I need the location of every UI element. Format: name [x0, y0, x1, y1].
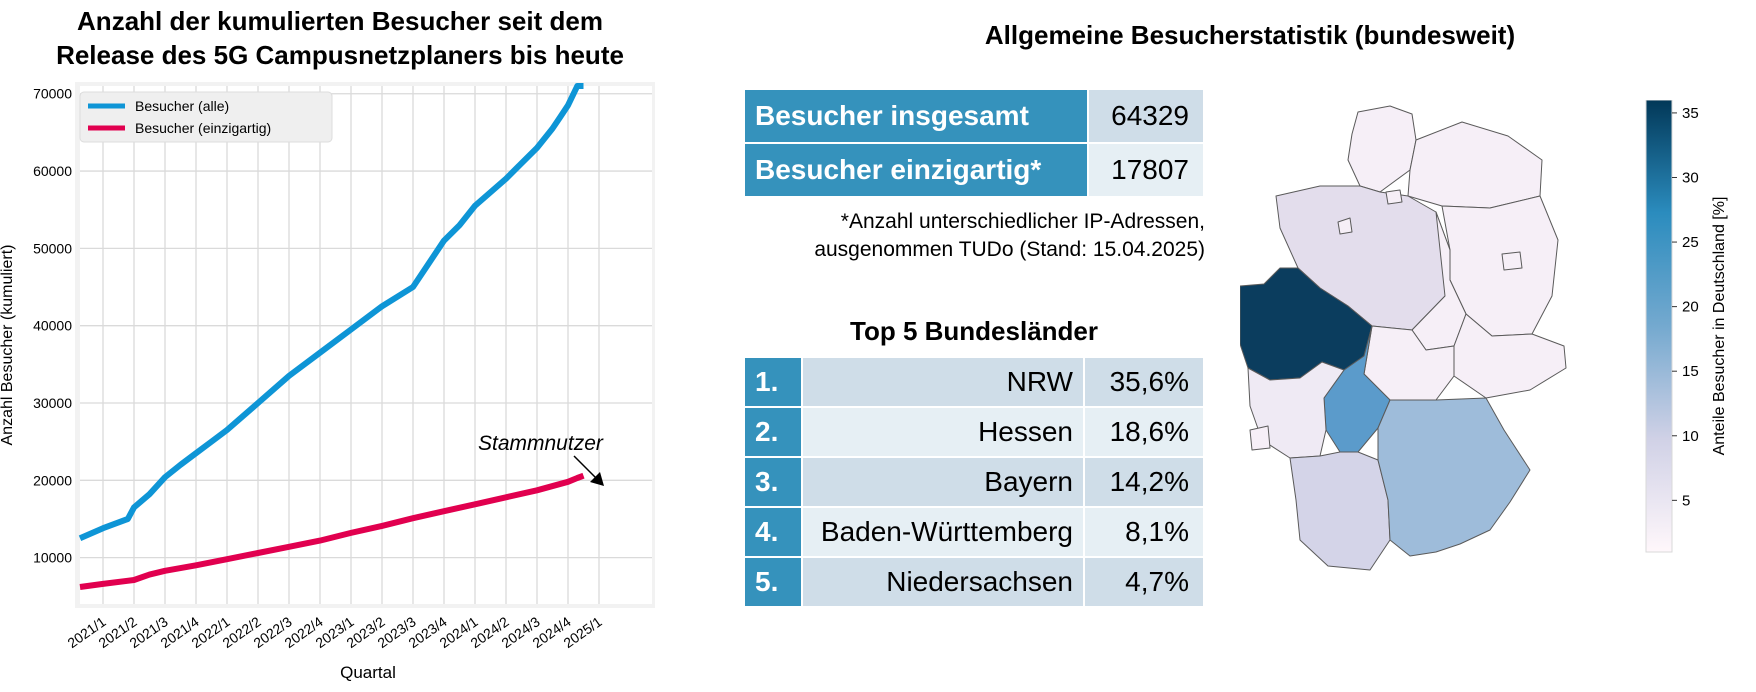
- line-chart: 2021/12021/22021/32021/42022/12022/22022…: [0, 82, 655, 682]
- table-row: 5. Niedersachsen 4,7%: [743, 556, 1205, 608]
- chart-title-line-1: Anzahl der kumulierten Besucher seit dem: [77, 6, 603, 36]
- map-state-berlin: [1501, 251, 1523, 271]
- series-layer: [78, 83, 585, 590]
- state-percent: 8,1%: [1083, 506, 1205, 558]
- annotation-arrow: [573, 455, 599, 481]
- colorbar-gradient: [1645, 100, 1673, 553]
- grid-layer: [80, 86, 652, 604]
- map-state-baden-wuerttemberg: [1289, 451, 1391, 571]
- colorbar-tick-label: 25: [1682, 234, 1699, 251]
- summary-row: Besucher insgesamt 64329: [742, 88, 1205, 144]
- table-row: 2. Hessen 18,6%: [743, 406, 1205, 458]
- rank-cell: 2.: [743, 406, 803, 458]
- state-percent: 14,2%: [1083, 456, 1205, 508]
- legend: Besucher (alle) Besucher (einzigartig): [79, 91, 333, 143]
- colorbar-tick-label: 5: [1682, 492, 1690, 509]
- colorbar-tick-label: 30: [1682, 169, 1699, 186]
- footnote-line-1: *Anzahl unterschiedlicher IP-Adressen,: [840, 210, 1205, 233]
- rank-cell: 1.: [743, 356, 803, 408]
- colorbar-tick-label: 20: [1682, 299, 1699, 316]
- colorbar-ticks: 5 10 15 20 25 30 35: [1672, 105, 1699, 509]
- state-percent: 18,6%: [1083, 406, 1205, 458]
- map-state-mecklenburg-vorpommern: [1407, 121, 1543, 209]
- rank-cell: 4.: [743, 506, 803, 558]
- y-tick-label: 30000: [33, 395, 72, 411]
- y-axis-label: Anzahl Besucher (kumuliert): [0, 245, 16, 446]
- map-state-saarland: [1249, 425, 1271, 451]
- map-state-bremen: [1337, 217, 1353, 235]
- map-state-hamburg: [1385, 189, 1403, 205]
- state-percent: 4,7%: [1083, 556, 1205, 608]
- colorbar-label: Anteile Besucher in Deutschland [%]: [1711, 197, 1728, 456]
- state-name: Baden-Württemberg: [801, 506, 1085, 558]
- legend-box: [79, 91, 333, 143]
- plot-area: [80, 86, 652, 604]
- colorbar-tick-label: 35: [1682, 105, 1699, 122]
- rank-cell: 5.: [743, 556, 803, 608]
- state-name: NRW: [801, 356, 1085, 408]
- y-tick-label: 70000: [33, 86, 72, 102]
- summary-value-total: 64329: [1087, 88, 1205, 144]
- rank-cell: 3.: [743, 456, 803, 508]
- top5-table: 1. NRW 35,6% 2. Hessen 18,6% 3. Bayern 1…: [743, 356, 1205, 608]
- map-state-bayern: [1377, 397, 1531, 557]
- chart-title: Anzahl der kumulierten Besucher seit dem…: [30, 4, 650, 72]
- top5-title: Top 5 Bundesländer: [850, 316, 1098, 346]
- y-tick-label: 60000: [33, 163, 72, 179]
- summary-table: Besucher insgesamt 64329 Besucher einzig…: [742, 88, 1205, 198]
- legend-label-unique: Besucher (einzigartig): [135, 120, 271, 136]
- colorbar: 5 10 15 20 25 30 35 Anteile Besucher in Deutsc…: [1645, 100, 1728, 553]
- series-line-all: [78, 83, 584, 542]
- y-tick-label: 10000: [33, 550, 72, 566]
- summary-row: Besucher einzigartig* 17807: [742, 142, 1205, 198]
- map-state-schleswig-holstein: [1347, 105, 1417, 193]
- colorbar-tick-label: 15: [1682, 363, 1699, 380]
- summary-label-total: Besucher insgesamt: [742, 88, 1090, 144]
- footnote: *Anzahl unterschiedlicher IP-Adressen, a…: [743, 208, 1205, 264]
- table-row: 4. Baden-Württemberg 8,1%: [743, 506, 1205, 558]
- germany-map: [1240, 105, 1567, 571]
- table-row: 3. Bayern 14,2%: [743, 456, 1205, 508]
- legend-label-all: Besucher (alle): [135, 98, 229, 114]
- state-name: Bayern: [801, 456, 1085, 508]
- summary-label-unique: Besucher einzigartig*: [742, 142, 1090, 198]
- state-name: Hessen: [801, 406, 1085, 458]
- annotation-arrow-head: [590, 472, 604, 486]
- y-tick-label: 40000: [33, 318, 72, 334]
- stats-title: Allgemeine Besucherstatistik (bundesweit…: [984, 20, 1516, 50]
- state-name: Niedersachsen: [801, 556, 1085, 608]
- summary-value-unique: 17807: [1087, 142, 1205, 198]
- annotation-stammnutzer: Stammnutzer: [478, 432, 604, 486]
- table-row: 1. NRW 35,6%: [743, 356, 1205, 408]
- series-line-unique: [79, 472, 585, 590]
- chart-title-line-2: Release des 5G Campusnetzplaners bis heu…: [56, 40, 624, 70]
- x-axis-label: Quartal: [340, 663, 396, 682]
- colorbar-tick-label: 10: [1682, 428, 1699, 445]
- footnote-line-2: ausgenommen TUDo (Stand: 15.04.2025): [814, 238, 1205, 261]
- y-tick-label: 50000: [33, 240, 72, 256]
- annotation-text: Stammnutzer: [478, 432, 604, 455]
- state-percent: 35,6%: [1083, 356, 1205, 408]
- y-tick-label: 20000: [33, 472, 72, 488]
